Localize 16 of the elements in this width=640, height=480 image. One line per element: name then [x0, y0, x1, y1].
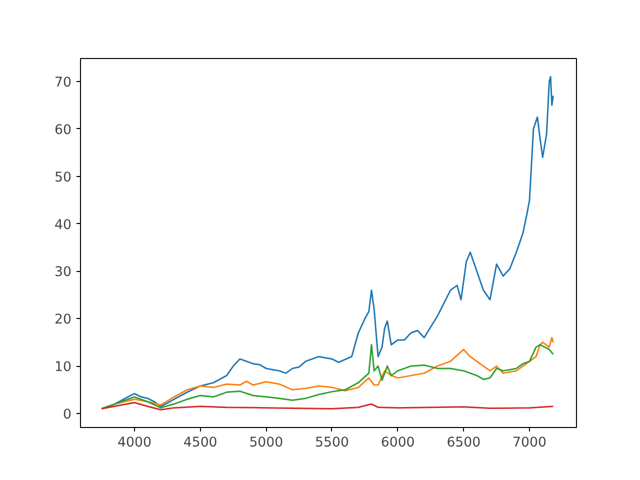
y-tick-label: 10 — [54, 360, 72, 376]
y-tick-label: 40 — [54, 218, 72, 233]
y-tick-label: 20 — [54, 312, 72, 328]
x-tick-label: 5500 — [315, 436, 349, 450]
x-tick-label: 4500 — [183, 436, 218, 450]
x-tick-label: 4000 — [118, 436, 152, 450]
y-tick-label: 30 — [54, 265, 72, 280]
y-tick-label: 70 — [54, 76, 72, 91]
y-tick-label: 60 — [54, 122, 72, 138]
x-tick-label: 6000 — [380, 436, 415, 450]
y-tick-label: 0 — [63, 408, 72, 423]
x-tick-label: 5000 — [249, 436, 284, 450]
x-tick-label: 6500 — [446, 436, 481, 450]
y-tick-label: 50 — [54, 170, 72, 186]
line-series — [100, 402, 554, 410]
x-tick-label: 7000 — [512, 436, 546, 450]
